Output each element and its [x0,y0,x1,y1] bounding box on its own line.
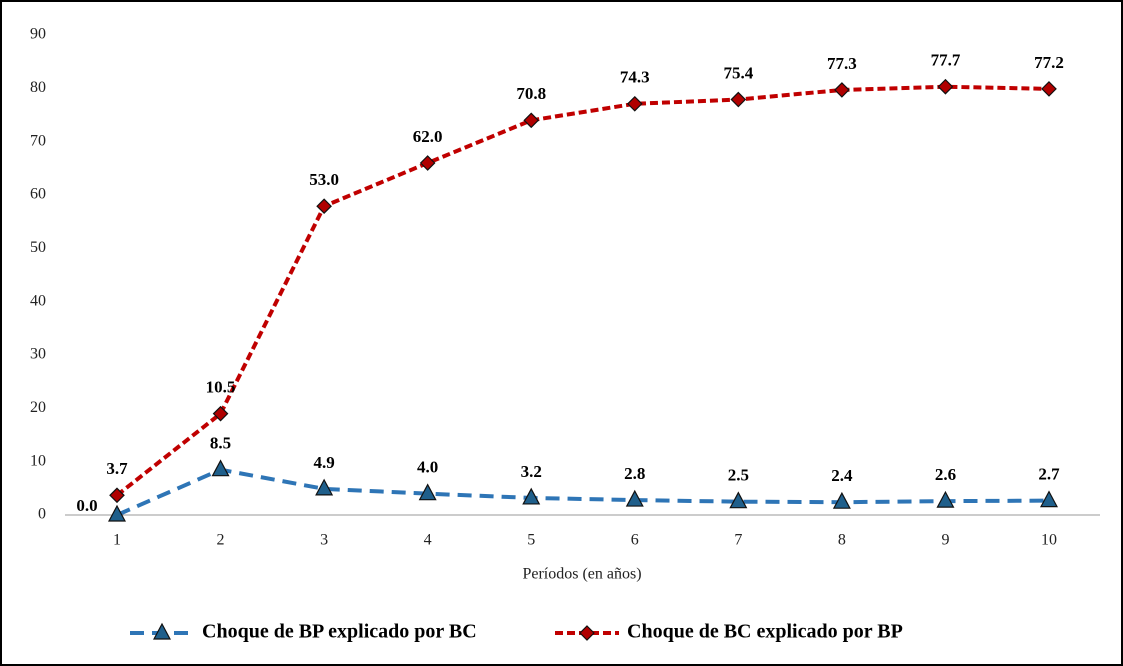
y-tick-label: 10 [30,452,46,469]
marker [522,487,541,505]
marker [211,459,230,477]
marker [212,405,229,422]
marker [316,198,332,215]
x-tick-label: 10 [1041,532,1057,549]
marker [729,491,748,509]
legend-label: Choque de BP explicado por BC [202,621,477,643]
marker [936,490,955,508]
marker [834,82,850,98]
x-tick-label: 8 [838,532,846,549]
marker [109,487,125,504]
y-tick-label: 40 [30,292,46,309]
y-tick-label: 20 [30,399,46,416]
marker [1041,81,1057,97]
x-tick-label: 9 [941,532,949,549]
data-label: 75.4 [723,63,753,82]
x-tick-label: 7 [734,532,742,549]
legend-marker [153,622,171,640]
x-tick-label: 5 [527,532,535,549]
y-tick-label: 90 [30,26,46,43]
marker [108,504,126,522]
y-tick-label: 0 [38,506,46,523]
data-label: 77.2 [1034,53,1064,72]
y-tick-label: 50 [30,239,46,256]
data-label: 3.2 [521,462,542,481]
marker [315,478,334,496]
data-label: 2.8 [624,464,645,483]
marker [1040,490,1058,508]
marker [523,112,540,129]
data-label: 2.7 [1038,465,1060,484]
series-line [116,467,1050,517]
data-label: 0.0 [76,496,97,515]
data-label: 10.5 [206,378,236,397]
data-label: 74.3 [620,68,650,87]
x-tick-label: 3 [320,532,328,549]
marker [418,483,437,501]
x-tick-label: 2 [217,532,225,549]
legend-label: Choque de BC explicado por BP [627,621,903,643]
y-tick-label: 30 [30,346,46,363]
data-label: 53.0 [309,170,339,189]
y-tick-label: 80 [30,79,46,96]
data-label: 4.0 [417,458,438,477]
data-label: 77.7 [931,51,961,70]
marker [419,155,436,171]
data-label: 62.0 [413,127,443,146]
data-label: 70.8 [516,84,546,103]
x-tick-label: 1 [113,532,121,549]
data-label: 8.5 [210,434,231,453]
marker [626,95,643,112]
legend-marker [579,625,595,641]
x-tick-label: 4 [424,532,432,549]
marker [832,491,851,509]
data-label: 77.3 [827,54,857,73]
marker [937,78,954,95]
marker [730,91,747,108]
marker [625,489,644,507]
x-tick-label: 6 [631,532,639,549]
series-line [115,84,1050,497]
y-tick-label: 60 [30,186,46,203]
x-axis-title: Períodos (en años) [522,566,641,583]
data-label: 2.5 [728,466,749,485]
y-tick-label: 70 [30,132,46,149]
data-label: 4.9 [313,453,334,472]
data-label: 2.6 [935,465,956,484]
data-label: 3.7 [106,459,128,478]
data-label: 2.4 [831,466,853,485]
